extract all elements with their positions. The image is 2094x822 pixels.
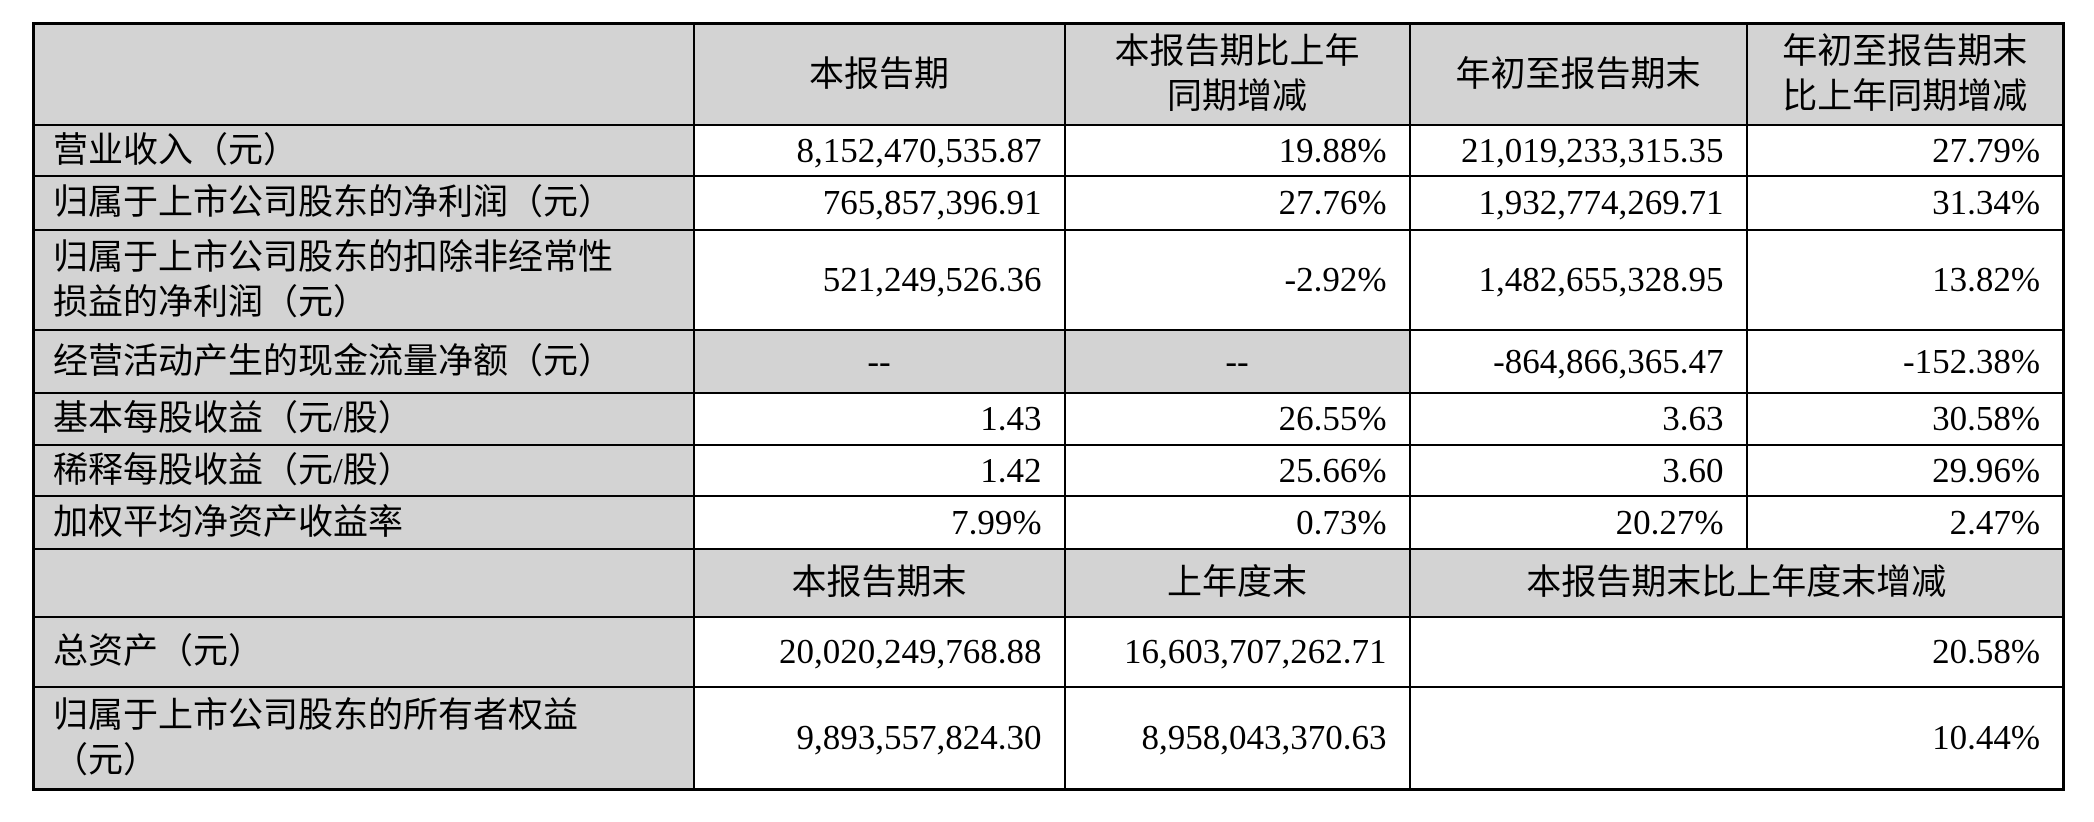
cell-ytd: 20.27% (1408, 494, 1748, 550)
cell-ytd-yoy-change: 29.96% (1745, 443, 2065, 497)
cell-current-period: 1.43 (692, 391, 1066, 446)
cell-yoy-change: 0.73% (1063, 494, 1411, 550)
cell-ytd: 3.60 (1408, 443, 1748, 497)
header-end-of-prior-year: 上年度末 (1063, 547, 1411, 618)
row-label: 稀释每股收益（元/股） (32, 443, 695, 497)
cell-current-period: 765,857,396.91 (692, 174, 1066, 231)
row-net-profit-excl-nonrecurring: 归属于上市公司股东的扣除非经常性 损益的净利润（元） 521,249,526.3… (32, 228, 2065, 331)
row-operating-revenue: 营业收入（元） 8,152,470,535.87 19.88% 21,019,2… (32, 123, 2065, 177)
row-net-profit: 归属于上市公司股东的净利润（元） 765,857,396.91 27.76% 1… (32, 174, 2065, 231)
cell-ytd: -864,866,365.47 (1408, 328, 1748, 394)
row-label: 总资产（元） (32, 615, 695, 688)
cell-current-period: 7.99% (692, 494, 1066, 550)
row-label: 归属于上市公司股东的扣除非经常性 损益的净利润（元） (32, 228, 695, 331)
cell-ytd-yoy-change: 30.58% (1745, 391, 2065, 446)
header-ytd: 年初至报告期末 (1408, 22, 1748, 126)
cell-period-end-change: 10.44% (1408, 685, 2065, 791)
row-label: 经营活动产生的现金流量净额（元） (32, 328, 695, 394)
cell-yoy-change: 25.66% (1063, 443, 1411, 497)
cell-ytd: 1,482,655,328.95 (1408, 228, 1748, 331)
header-current-period: 本报告期 (692, 22, 1066, 126)
row-label: 归属于上市公司股东的净利润（元） (32, 174, 695, 231)
cell-current-period: 521,249,526.36 (692, 228, 1066, 331)
cell-yoy-change-na: -- (1063, 328, 1411, 394)
row-operating-cash-flow: 经营活动产生的现金流量净额（元） -- -- -864,866,365.47 -… (32, 328, 2065, 394)
cell-ytd: 21,019,233,315.35 (1408, 123, 1748, 177)
cell-current-period: 8,152,470,535.87 (692, 123, 1066, 177)
row-equity-attributable-to-shareholders: 归属于上市公司股东的所有者权益 （元） 9,893,557,824.30 8,9… (32, 685, 2065, 791)
cell-end-of-period: 9,893,557,824.30 (692, 685, 1066, 791)
cell-ytd-yoy-change: -152.38% (1745, 328, 2065, 394)
row-diluted-eps: 稀释每股收益（元/股） 1.42 25.66% 3.60 29.96% (32, 443, 2065, 497)
header-row-period: 本报告期 本报告期比上年 同期增减 年初至报告期末 年初至报告期末 比上年同期增… (32, 22, 2065, 126)
row-label: 基本每股收益（元/股） (32, 391, 695, 446)
cell-current-period-na: -- (692, 328, 1066, 394)
row-label: 归属于上市公司股东的所有者权益 （元） (32, 685, 695, 791)
row-label: 加权平均净资产收益率 (32, 494, 695, 550)
cell-yoy-change: -2.92% (1063, 228, 1411, 331)
header-ytd-yoy: 年初至报告期末 比上年同期增减 (1745, 22, 2065, 126)
corner-cell (32, 22, 695, 126)
header-row-period-end: 本报告期末 上年度末 本报告期末比上年度末增减 (32, 547, 2065, 618)
cell-yoy-change: 27.76% (1063, 174, 1411, 231)
cell-ytd-yoy-change: 31.34% (1745, 174, 2065, 231)
cell-yoy-change: 26.55% (1063, 391, 1411, 446)
financial-summary-table: 本报告期 本报告期比上年 同期增减 年初至报告期末 年初至报告期末 比上年同期增… (32, 22, 2065, 791)
cell-period-end-change: 20.58% (1408, 615, 2065, 688)
cell-end-of-period: 20,020,249,768.88 (692, 615, 1066, 688)
cell-ytd: 3.63 (1408, 391, 1748, 446)
cell-ytd: 1,932,774,269.71 (1408, 174, 1748, 231)
cell-yoy-change: 19.88% (1063, 123, 1411, 177)
cell-ytd-yoy-change: 2.47% (1745, 494, 2065, 550)
cell-ytd-yoy-change: 13.82% (1745, 228, 2065, 331)
row-total-assets: 总资产（元） 20,020,249,768.88 16,603,707,262.… (32, 615, 2065, 688)
cell-end-of-prior-year: 16,603,707,262.71 (1063, 615, 1411, 688)
cell-current-period: 1.42 (692, 443, 1066, 497)
row-label: 营业收入（元） (32, 123, 695, 177)
cell-ytd-yoy-change: 27.79% (1745, 123, 2065, 177)
cell-end-of-prior-year: 8,958,043,370.63 (1063, 685, 1411, 791)
header-period-end-change: 本报告期末比上年度末增减 (1408, 547, 2065, 618)
row-weighted-avg-roe: 加权平均净资产收益率 7.99% 0.73% 20.27% 2.47% (32, 494, 2065, 550)
row-basic-eps: 基本每股收益（元/股） 1.43 26.55% 3.63 30.58% (32, 391, 2065, 446)
corner-cell (32, 547, 695, 618)
header-current-period-yoy: 本报告期比上年 同期增减 (1063, 22, 1411, 126)
header-end-of-period: 本报告期末 (692, 547, 1066, 618)
